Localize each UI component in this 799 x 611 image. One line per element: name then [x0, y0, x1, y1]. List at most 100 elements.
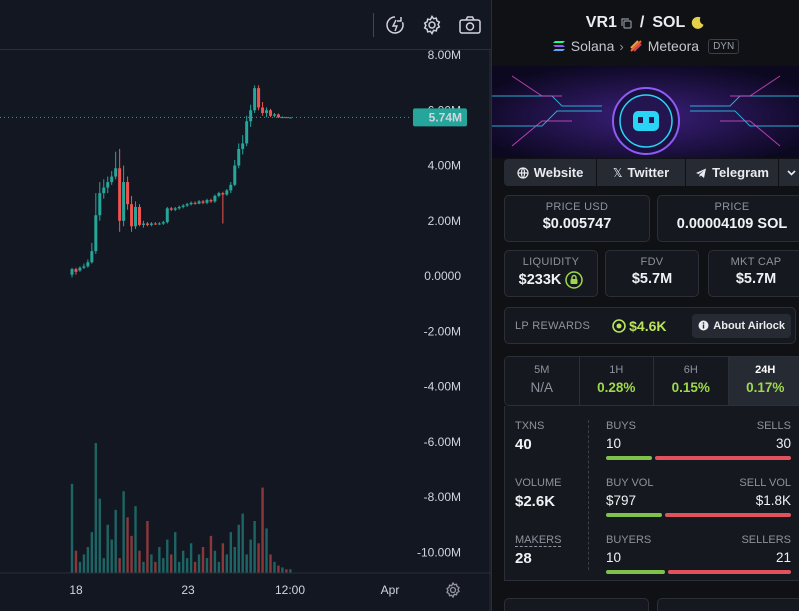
telegram-icon — [695, 167, 707, 179]
candle-body — [217, 193, 221, 196]
lp-rewards-row: LP REWARDS $4.6K About Airlock — [504, 307, 796, 344]
timeframe-tabs: 5M N/A 1H 0.28% 6H 0.15% 24H 0.17% — [504, 356, 799, 406]
chart-toolbar — [0, 0, 491, 50]
candle-body — [189, 202, 193, 205]
telegram-link[interactable]: Telegram — [686, 159, 778, 186]
buyers-sellers-stat: BUYERS SELLERS 10 21 — [606, 534, 791, 574]
buy-vol-value: $797 — [606, 493, 637, 508]
volume-bar — [177, 561, 181, 573]
volume-bar — [273, 561, 276, 573]
lock-icon[interactable] — [565, 271, 584, 289]
candle-body — [249, 110, 253, 122]
price-native-value: 0.00004109 SOL — [676, 216, 788, 232]
volume-bar — [197, 554, 201, 573]
website-label: Website — [533, 165, 584, 180]
volume-bar — [205, 558, 209, 573]
tab-1h-name: 1H — [609, 364, 624, 376]
candle-body — [86, 262, 90, 267]
buyers-sellers-bar — [606, 570, 791, 574]
buy-vol-bar — [606, 513, 662, 517]
chart-settings-icon[interactable] — [444, 581, 462, 599]
price-chart[interactable]: 8.00M6.00M4.00M2.00M0.0000-2.00M-4.00M-6… — [0, 0, 491, 611]
x-tick-label: 12:00 — [275, 583, 305, 597]
lp-rewards-value-wrap: $4.6K — [612, 318, 667, 334]
volume-bar — [606, 513, 791, 517]
buys-bar — [606, 456, 653, 460]
volume-bar — [102, 558, 105, 573]
volume-bar — [94, 443, 98, 573]
tab-24h[interactable]: 24H 0.17% — [728, 357, 799, 405]
volume-bar — [241, 513, 244, 573]
dex-name[interactable]: Meteora — [647, 38, 700, 54]
candle-body — [237, 148, 241, 166]
volume-bar — [181, 550, 185, 573]
chart-pane[interactable]: 8.00M6.00M4.00M2.00M0.0000-2.00M-4.00M-6… — [0, 0, 491, 611]
volume-bar — [245, 554, 248, 573]
candle-body — [253, 88, 257, 111]
tab-1h-value: 0.28% — [597, 380, 636, 395]
volume-bar — [142, 561, 145, 573]
candle-body — [110, 176, 114, 183]
volume-bar — [82, 554, 86, 573]
tab-24h-value: 0.17% — [746, 380, 785, 395]
stats-divider — [588, 420, 589, 570]
copy-icon[interactable] — [621, 17, 632, 29]
candle-body — [78, 267, 82, 271]
volume-bar — [138, 550, 141, 573]
chain-name[interactable]: Solana — [570, 38, 615, 54]
volume-bar — [86, 547, 90, 573]
price-native-label: PRICE — [714, 201, 750, 213]
volume-stat: VOLUME $2.6K — [515, 477, 561, 510]
bottom-control-left[interactable] — [504, 598, 649, 611]
twitter-link[interactable]: 𝕏 Twitter — [597, 159, 685, 186]
candle-body — [90, 251, 94, 263]
price-usd-card: PRICE USD $0.005747 — [504, 195, 650, 242]
volume-bar — [265, 528, 268, 573]
makers-label[interactable]: MAKERS — [515, 534, 562, 547]
tab-5m[interactable]: 5M N/A — [505, 357, 580, 405]
replay-icon[interactable] — [382, 12, 408, 38]
gear-icon[interactable] — [419, 12, 445, 38]
volume-bar — [217, 561, 221, 573]
volume-bar — [269, 554, 272, 573]
info-icon — [698, 320, 709, 331]
y-tick-label: 4.00M — [428, 159, 461, 173]
bottom-control-right[interactable] — [657, 598, 799, 611]
candle-body — [272, 114, 276, 116]
volume-bar — [233, 547, 236, 573]
website-link[interactable]: Website — [504, 159, 596, 186]
candle-body — [213, 195, 217, 202]
about-airlock-button[interactable]: About Airlock — [692, 313, 791, 338]
quote-symbol: SOL — [652, 14, 686, 31]
tab-1h[interactable]: 1H 0.28% — [579, 357, 654, 405]
buys-sells-bar — [606, 456, 791, 460]
candle-body — [205, 200, 209, 203]
bottom-controls — [504, 598, 799, 611]
volume-bar — [166, 539, 169, 573]
x-logo-icon: 𝕏 — [612, 165, 623, 180]
candle-body — [153, 223, 157, 225]
candle-body — [233, 165, 237, 185]
volume-bar — [281, 567, 284, 573]
candle-body — [265, 110, 269, 114]
y-tick-label: -4.00M — [424, 380, 461, 394]
candle-body — [130, 204, 134, 227]
buys-sells-stat: BUYS SELLS 10 30 — [606, 420, 791, 460]
y-tick-label: -6.00M — [424, 435, 461, 449]
sell-vol-label: SELL VOL — [739, 477, 791, 489]
telegram-label: Telegram — [712, 165, 769, 180]
candle-body — [269, 110, 272, 116]
candle-body — [98, 193, 102, 216]
tab-6h[interactable]: 6H 0.15% — [654, 357, 729, 405]
camera-icon[interactable] — [457, 12, 483, 38]
candle-body — [149, 223, 153, 225]
makers-stat: MAKERS 28 — [515, 534, 562, 567]
more-links-button[interactable] — [779, 159, 799, 186]
candle-body — [165, 208, 169, 223]
price-usd-value: $0.005747 — [542, 216, 612, 232]
volume-bar — [289, 569, 292, 573]
candle-body — [241, 143, 245, 149]
candle-body — [276, 114, 280, 118]
volume-bar — [209, 535, 213, 573]
price-native-card: PRICE 0.00004109 SOL — [657, 195, 799, 242]
